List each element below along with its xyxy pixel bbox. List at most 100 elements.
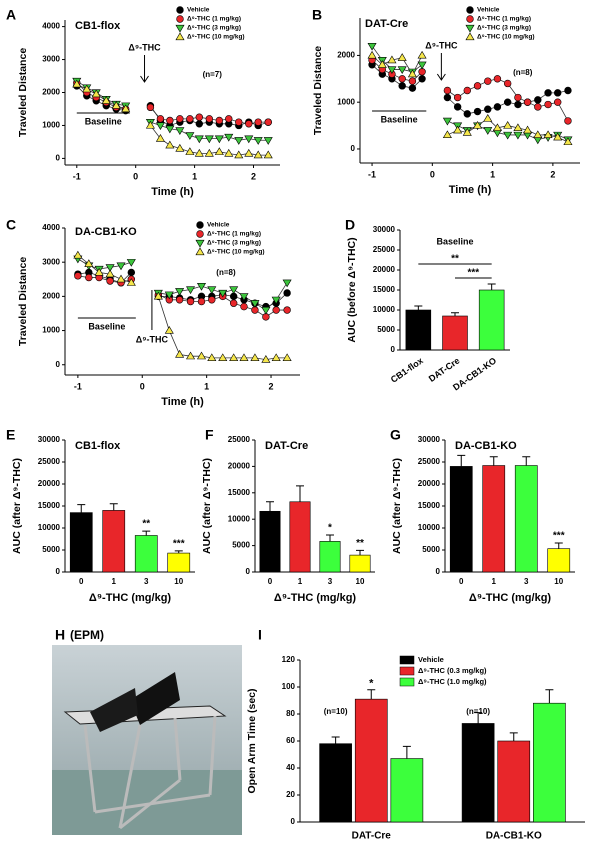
data-point (224, 133, 234, 142)
data-point (165, 140, 175, 149)
y-tick-label: 2000 (42, 291, 60, 300)
injection-label: Δ⁹-THC (425, 40, 458, 50)
data-point (166, 116, 174, 125)
legend-marker (465, 32, 475, 41)
legend-marker (465, 24, 475, 33)
data-point (224, 148, 234, 157)
data-point (544, 89, 552, 97)
panel-label: D (345, 217, 355, 233)
data-point (208, 296, 216, 304)
bar (482, 465, 506, 573)
data-point (283, 289, 291, 297)
y-tick-label: 80 (286, 709, 295, 718)
data-point (215, 116, 224, 125)
data-point (145, 120, 155, 129)
legend-label: Vehicle (207, 222, 230, 229)
data-point (462, 128, 472, 136)
y-tick-label: 20000 (418, 479, 441, 488)
injection-arrow-head (436, 73, 446, 81)
data-point (250, 353, 260, 362)
data-point (254, 118, 262, 126)
error-bar (331, 736, 340, 744)
data-point (225, 115, 233, 123)
data-point (534, 96, 542, 104)
legend-marker (195, 247, 205, 256)
panel-title: DA-CB1-KO (75, 226, 137, 238)
bar (167, 552, 191, 573)
x-tick-label: 1 (490, 169, 495, 179)
data-point (271, 353, 281, 362)
data-point (175, 349, 185, 358)
data-point (263, 150, 273, 159)
data-point (155, 134, 165, 142)
error-bar (174, 550, 183, 554)
y-tick-label: 0 (56, 360, 61, 369)
bar (289, 501, 311, 573)
n-label: (n=10) (324, 707, 348, 716)
data-point (443, 93, 452, 102)
x-tick-label: 0 (430, 169, 435, 179)
x-tick-label: 3 (328, 577, 333, 586)
error-bar (367, 689, 376, 700)
legend-label: Δ⁹-THC (1.0 mg/kg) (418, 677, 487, 686)
y-tick-label: 15000 (373, 285, 396, 294)
x-tick-label: 1 (192, 171, 197, 181)
y-axis-label: Traveled Distance (17, 257, 29, 346)
data-point (229, 353, 239, 362)
error-bar (545, 689, 554, 704)
data-point (101, 96, 111, 104)
y-tick-label: 10000 (418, 523, 441, 532)
panel-title: DAT-Cre (365, 18, 408, 30)
y-axis-label: Open Arm Time (sec) (246, 688, 258, 793)
y-tick-label: 4000 (42, 22, 60, 31)
x-tick-label: 0 (79, 577, 84, 586)
error-bar (487, 283, 496, 290)
data-point (175, 288, 185, 296)
data-point (85, 273, 93, 282)
bar (547, 548, 571, 573)
y-tick-label: 25000 (38, 457, 61, 466)
y-tick-label: 10000 (373, 305, 396, 314)
x-axis-label: Δ⁹-THC (mg/kg) (274, 592, 357, 604)
data-point (73, 250, 83, 259)
data-point (214, 135, 224, 144)
y-axis-label: AUC (after Δ⁹-THC) (201, 458, 213, 554)
data-point (84, 259, 94, 267)
y-tick-label: 25000 (228, 435, 251, 444)
panel-label: A (6, 7, 16, 23)
data-point (492, 123, 502, 132)
data-point (229, 286, 239, 295)
data-point (282, 279, 292, 288)
x-axis-label: Δ⁹-THC (mg/kg) (469, 592, 552, 604)
x-tick-label: 1 (492, 577, 497, 586)
y-tick-label: 20 (286, 790, 295, 799)
y-axis-label: AUC (after Δ⁹-THC) (391, 458, 403, 554)
y-tick-label: 20000 (38, 479, 61, 488)
x-axis-label: Δ⁹-THC (mg/kg) (89, 592, 172, 604)
data-point (453, 125, 463, 134)
error-bar (77, 504, 86, 513)
bar (533, 702, 566, 823)
bar (497, 740, 531, 823)
data-point (398, 75, 406, 83)
bar (319, 743, 352, 823)
data-point (397, 53, 407, 61)
y-tick-label: 2000 (337, 51, 355, 60)
data-point (271, 296, 281, 305)
error-bar (451, 312, 459, 316)
data-point (513, 123, 523, 132)
y-tick-label: 25000 (418, 457, 441, 466)
data-point (218, 289, 228, 298)
data-point (121, 104, 131, 113)
x-tick-label: -1 (368, 169, 376, 179)
data-point (387, 55, 397, 64)
data-point (164, 291, 174, 300)
data-point (185, 132, 195, 140)
x-tick-label: 10 (554, 577, 563, 586)
data-point (176, 115, 184, 123)
data-point (186, 297, 195, 306)
data-point (263, 137, 273, 145)
injection-label: Δ⁹-THC (136, 334, 169, 344)
y-tick-label: 5000 (232, 541, 250, 550)
